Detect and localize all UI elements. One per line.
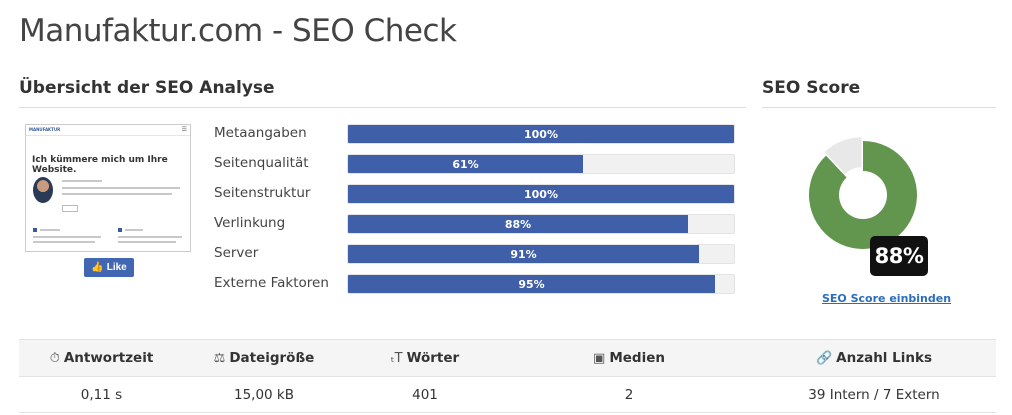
stat-header-response-time: ⏱ Antwortzeit [19, 340, 184, 376]
metric-value: 91% [510, 247, 537, 261]
metric-bar-fill [348, 155, 583, 173]
link-icon: 🔗 [815, 350, 833, 366]
metric-bar-fill [348, 215, 688, 233]
metric-label: Seitenqualität [214, 155, 309, 171]
metric-label: Externe Faktoren [214, 275, 329, 291]
score-segment [809, 141, 917, 249]
score-divider [762, 107, 996, 108]
stopwatch-icon: ⏱ [49, 350, 60, 366]
metric-value: 100% [524, 187, 558, 201]
thumbnail-text-line [62, 180, 102, 182]
stat-value-response-time: 0,11 s [80, 386, 123, 403]
thumbnail-text-line [62, 187, 180, 189]
thumbs-up-icon: 👍 [91, 262, 104, 273]
embed-score-link[interactable]: SEO Score einbinden [822, 292, 952, 305]
thumbnail-text-line [125, 229, 143, 231]
metric-bar-fill [348, 125, 734, 143]
stat-header-links: 🔗 Anzahl Links [752, 340, 996, 376]
metric-value: 100% [524, 127, 558, 141]
metric-bar-track: 88% [347, 214, 735, 234]
image-icon: ▣ [593, 350, 606, 366]
metric-bar-track: 91% [347, 244, 735, 264]
thumbnail-text-line [118, 241, 176, 243]
metric-bar-track: 100% [347, 124, 735, 144]
stat-header-label: Medien [609, 350, 665, 366]
metric-bar-fill [348, 275, 715, 293]
metric-value: 61% [452, 157, 479, 171]
score-heading: SEO Score [762, 78, 861, 98]
thumbnail-text-line [33, 241, 95, 243]
overview-heading: Übersicht der SEO Analyse [19, 78, 275, 98]
thumbnail-text-line [40, 229, 60, 231]
stat-header-media: ▣ Medien [506, 340, 752, 376]
stats-header-row: ⏱ Antwortzeit ⚖ Dateigröße ₜT Wörter ▣ M… [19, 339, 996, 377]
stat-value-words: 401 [412, 386, 438, 403]
score-badge: 88% [870, 236, 928, 276]
metric-value: 95% [518, 277, 545, 291]
metric-label: Server [214, 245, 259, 261]
stat-header-label: Antwortzeit [63, 350, 154, 366]
flag-icon [33, 228, 37, 232]
stat-value-file-size: 15,00 kB [233, 386, 295, 403]
stat-value-media: 2 [624, 386, 634, 403]
stat-value-links: 39 Intern / 7 Extern [808, 386, 940, 403]
stat-header-file-size: ⚖ Dateigröße [184, 340, 344, 376]
metric-value: 88% [504, 217, 532, 231]
stats-value-row: 0,11 s 15,00 kB 401 2 39 Intern / 7 Exte… [19, 377, 996, 413]
seo-score-donut [809, 137, 917, 249]
thumbnail-button [62, 205, 78, 212]
overview-divider [19, 107, 746, 108]
hamburger-menu-icon: ☰ [181, 126, 187, 133]
avatar [33, 177, 53, 203]
facebook-like-button[interactable]: 👍 Like [84, 258, 134, 277]
stat-header-label: Wörter [406, 350, 460, 366]
website-thumbnail[interactable]: MANUFAKTUR ☰ Ich kümmere mich um Ihre We… [25, 124, 191, 252]
thumbnail-logo: MANUFAKTUR [29, 127, 61, 132]
thumbnail-text-line [33, 236, 101, 238]
metric-bar-track: 100% [347, 184, 735, 204]
metric-label: Seitenstruktur [214, 185, 311, 201]
thumbnail-text-line [62, 193, 172, 195]
metric-bar-track: 95% [347, 274, 735, 294]
page-title: Manufaktur.com - SEO Check [19, 13, 457, 49]
metric-label: Verlinkung [214, 215, 286, 231]
metric-bar-fill [348, 185, 734, 203]
thumbnail-header: MANUFAKTUR ☰ [26, 125, 190, 136]
thumbnail-text-line [118, 236, 182, 238]
stat-header-label: Anzahl Links [836, 350, 932, 366]
thumbnail-headline: Ich kümmere mich um Ihre Website. [32, 155, 168, 175]
metric-label: Metaangaben [214, 125, 307, 141]
flag-icon [118, 228, 122, 232]
metric-bar-fill [348, 245, 699, 263]
like-label: Like [106, 262, 127, 273]
metric-bar-track: 61% [347, 154, 735, 174]
text-size-icon: ₜT [390, 350, 403, 366]
stat-header-words: ₜT Wörter [344, 340, 506, 376]
scale-icon: ⚖ [213, 350, 226, 366]
stat-header-label: Dateigröße [229, 350, 315, 366]
remainder-segment [824, 137, 862, 174]
